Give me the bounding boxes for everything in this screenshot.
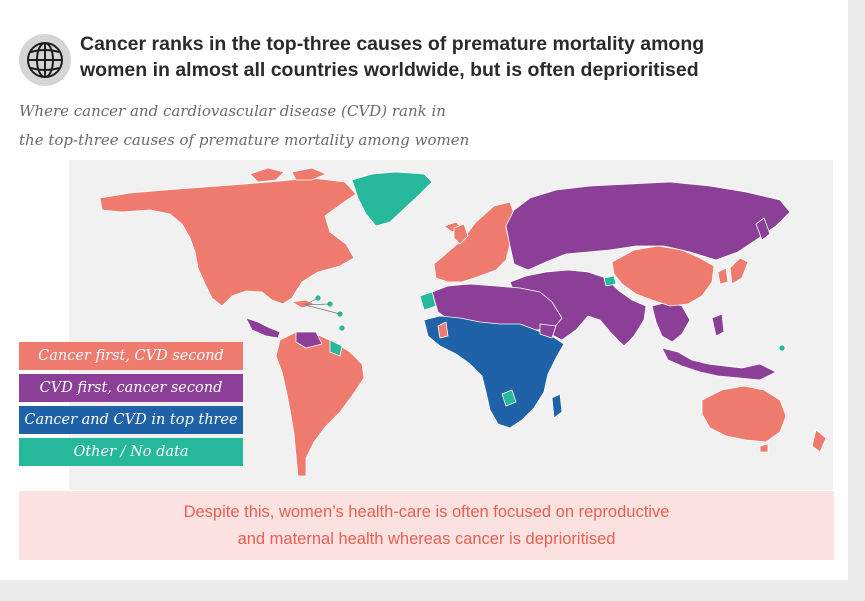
region-north-america bbox=[99, 177, 357, 307]
region-botswana bbox=[501, 389, 517, 407]
region-arctic-islands bbox=[249, 167, 285, 183]
region-madagascar bbox=[551, 393, 563, 419]
region-central-america bbox=[245, 317, 281, 339]
subtitle-line-2: the top-three causes of premature mortal… bbox=[19, 131, 470, 149]
region-new-zealand bbox=[811, 429, 827, 453]
title-line-1: Cancer ranks in the top-three causes of … bbox=[80, 33, 705, 55]
world-map bbox=[99, 167, 827, 477]
island-leader-lines bbox=[304, 297, 341, 315]
region-ghana bbox=[437, 321, 449, 339]
region-europe bbox=[433, 201, 515, 283]
region-arctic-islands-2 bbox=[291, 167, 327, 181]
region-sub-saharan-africa bbox=[423, 315, 565, 429]
region-sakhalin bbox=[755, 217, 771, 241]
infographic-card: Cancer ranks in the top-three causes of … bbox=[0, 0, 848, 580]
region-western-sahara bbox=[419, 291, 437, 311]
region-korea bbox=[717, 267, 729, 285]
region-australia bbox=[701, 385, 787, 443]
callout-line-2: and maternal health whereas cancer is de… bbox=[237, 529, 616, 548]
region-greenland bbox=[351, 171, 433, 227]
callout-box: Despite this, women’s health-care is oft… bbox=[19, 491, 834, 560]
region-uk bbox=[453, 223, 469, 245]
page-title: Cancer ranks in the top-three causes of … bbox=[80, 31, 705, 83]
region-japan bbox=[729, 257, 749, 285]
region-philippines bbox=[711, 313, 725, 337]
region-guyana bbox=[329, 339, 343, 357]
region-southeast-asia bbox=[651, 301, 691, 343]
region-indonesia bbox=[661, 347, 777, 381]
region-tajikistan bbox=[603, 275, 617, 287]
island-marker bbox=[339, 325, 345, 331]
map-subtitle: Where cancer and cardiovascular disease … bbox=[19, 97, 469, 155]
callout-line-1: Despite this, women’s health-care is oft… bbox=[183, 502, 670, 521]
region-china bbox=[611, 245, 715, 307]
legend-item-cvd-first: CVD first, cancer second bbox=[19, 374, 243, 402]
legend-item-both-top-three: Cancer and CVD in top three bbox=[19, 406, 243, 434]
region-russia bbox=[505, 181, 791, 271]
region-somalia bbox=[539, 323, 557, 339]
subtitle-line-1: Where cancer and cardiovascular disease … bbox=[19, 102, 446, 120]
globe-icon bbox=[19, 34, 71, 86]
region-south-america bbox=[275, 331, 365, 477]
map-legend: Cancer first, CVD second CVD first, canc… bbox=[19, 342, 243, 470]
legend-item-cancer-first: Cancer first, CVD second bbox=[19, 342, 243, 370]
region-tasmania bbox=[759, 443, 769, 453]
legend-item-other: Other / No data bbox=[19, 438, 243, 466]
region-venezuela bbox=[295, 331, 323, 349]
title-line-2: women in almost all countries worldwide,… bbox=[80, 59, 699, 81]
island-marker bbox=[779, 345, 785, 351]
region-caribbean bbox=[291, 299, 315, 309]
